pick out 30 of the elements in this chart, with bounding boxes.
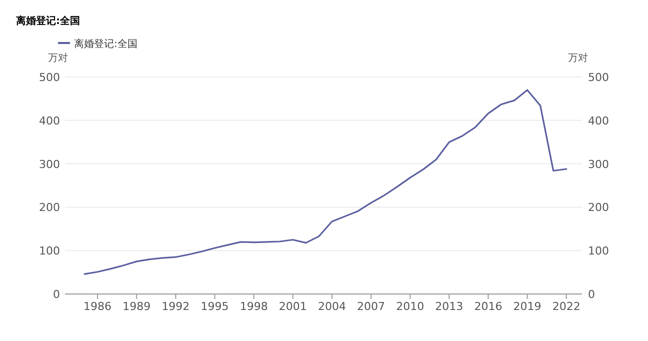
x-tick-label: 2010	[396, 300, 424, 313]
x-tick-label: 2022	[552, 300, 580, 313]
y-tick-label: 0	[53, 288, 60, 301]
y2-tick-label: 300	[588, 158, 609, 171]
x-tick-label: 2007	[357, 300, 386, 313]
x-tick-label: 2001	[278, 300, 307, 313]
y-tick-label: 400	[39, 114, 60, 128]
x-tick-label: 1986	[84, 300, 112, 313]
y-axis-title: 万对	[48, 52, 68, 64]
x-tick-label: 2004	[318, 300, 346, 313]
y-tick-label: 100	[39, 244, 60, 258]
y2-tick-label: 100	[588, 244, 609, 258]
x-tick-label: 1995	[200, 300, 229, 313]
y2-tick-label: 0	[588, 288, 595, 301]
x-tick-label: 1992	[162, 300, 190, 313]
y-tick-label: 200	[39, 201, 60, 214]
y2-tick-label: 400	[588, 114, 609, 128]
x-tick-label: 2019	[513, 300, 542, 313]
x-tick-label: 1998	[240, 300, 268, 313]
legend-label: 离婚登记:全国	[74, 38, 138, 50]
y2-axis-title: 万对	[568, 52, 588, 64]
x-tick-label: 2013	[435, 300, 464, 313]
x-tick-label: 2016	[474, 300, 502, 313]
y2-tick-label: 500	[588, 71, 609, 84]
y-tick-label: 500	[39, 71, 60, 84]
y2-tick-label: 200	[588, 201, 609, 214]
chart-title: 离婚登记:全国	[15, 15, 80, 27]
y-tick-label: 300	[39, 158, 60, 171]
line-series	[84, 89, 568, 275]
x-tick-label: 1989	[122, 300, 151, 313]
